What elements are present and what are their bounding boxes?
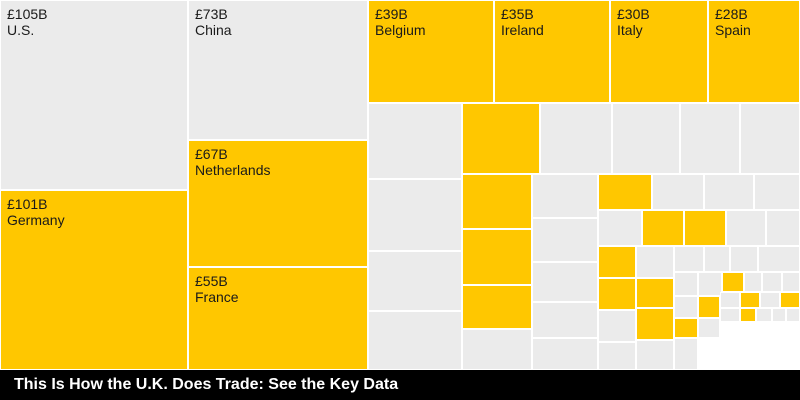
treemap-cell-minor [674, 272, 698, 296]
treemap-cell-minor [636, 308, 674, 340]
cell-country-label: China [195, 22, 232, 38]
treemap-chart: £105B U.S. £101B Germany £73B China £67B Nether… [0, 0, 800, 370]
treemap-cell-minor [684, 210, 726, 246]
treemap-cell-minor [368, 179, 462, 251]
treemap-cell-china: £73B China [188, 0, 368, 140]
treemap-cell-minor [642, 210, 684, 246]
treemap-cell-ireland: £35B Ireland [494, 0, 610, 103]
cell-value-label: £30B [617, 6, 650, 22]
treemap-cell-france: £55B France [188, 267, 368, 370]
treemap-cell-spain: £28B Spain [708, 0, 800, 103]
chart-caption: This Is How the U.K. Does Trade: See the… [0, 370, 800, 400]
treemap-cell-minor [636, 246, 674, 278]
treemap-cell-minor [598, 246, 636, 278]
treemap-cell-minor [722, 272, 744, 292]
treemap-cell-italy: £30B Italy [610, 0, 708, 103]
treemap-cell-belgium: £39B Belgium [368, 0, 494, 103]
treemap-cell-minor [462, 229, 532, 285]
treemap-cell-minor [532, 302, 598, 338]
treemap-cell-minor [740, 292, 760, 308]
treemap-cell-minor [598, 174, 652, 210]
cell-country-label: Ireland [501, 22, 544, 38]
treemap-cell-minor [782, 272, 800, 292]
treemap-cell-minor [652, 174, 704, 210]
treemap-cell-u-s: £105B U.S. [0, 0, 188, 190]
treemap-cell-minor [720, 308, 740, 322]
cell-value-label: £67B [195, 146, 228, 162]
treemap-cell-minor [540, 103, 612, 174]
treemap-cell-minor [368, 103, 462, 179]
treemap-cell-minor [698, 272, 722, 296]
treemap-cell-germany: £101B Germany [0, 190, 188, 370]
treemap-cell-minor [756, 308, 772, 322]
treemap-cell-minor [698, 318, 720, 338]
treemap-cell-minor [368, 311, 462, 370]
cell-country-label: U.S. [7, 22, 34, 38]
treemap-cell-minor [754, 174, 800, 210]
treemap-cell-minor [674, 296, 698, 318]
treemap-cell-minor [674, 246, 704, 272]
treemap-cell-minor [726, 210, 766, 246]
treemap-cell-minor [598, 342, 636, 370]
treemap-cell-netherlands: £67B Netherlands [188, 140, 368, 267]
cell-country-label: Italy [617, 22, 643, 38]
treemap-cell-minor [636, 278, 674, 308]
treemap-cell-minor [698, 296, 720, 318]
treemap-cell-minor [462, 285, 532, 329]
treemap-cell-minor [740, 103, 800, 174]
treemap-cell-minor [598, 278, 636, 310]
treemap-cell-minor [598, 210, 642, 246]
treemap-cell-minor [532, 338, 598, 370]
treemap-cell-minor [704, 174, 754, 210]
treemap-cell-minor [704, 246, 730, 272]
treemap-cell-minor [598, 310, 636, 342]
treemap-cell-minor [612, 103, 680, 174]
treemap-cell-minor [766, 210, 800, 246]
treemap-cell-minor [532, 174, 598, 218]
treemap-cell-minor [462, 103, 540, 174]
treemap-cell-minor [532, 218, 598, 262]
treemap-cell-minor [368, 251, 462, 311]
cell-value-label: £73B [195, 6, 228, 22]
treemap-cell-minor [680, 103, 740, 174]
treemap-cell-minor [740, 308, 756, 322]
cell-country-label: Belgium [375, 22, 426, 38]
treemap-cell-minor [760, 292, 780, 308]
treemap-cell-minor [758, 246, 800, 272]
cell-country-label: France [195, 289, 239, 305]
treemap-cell-minor [462, 329, 532, 370]
treemap-cell-minor [462, 174, 532, 229]
cell-value-label: £35B [501, 6, 534, 22]
treemap-cell-minor [532, 262, 598, 302]
cell-value-label: £28B [715, 6, 748, 22]
cell-value-label: £105B [7, 6, 47, 22]
treemap-cell-minor [744, 272, 762, 292]
treemap-cell-minor [730, 246, 758, 272]
treemap-cell-minor [674, 318, 698, 338]
treemap-cell-minor [762, 272, 782, 292]
cell-country-label: Germany [7, 212, 65, 228]
treemap-cell-minor [780, 292, 800, 308]
cell-country-label: Netherlands [195, 162, 271, 178]
treemap-cell-minor [674, 338, 698, 370]
treemap-cell-minor [772, 308, 786, 322]
treemap-cell-minor [786, 308, 800, 322]
cell-value-label: £55B [195, 273, 228, 289]
cell-country-label: Spain [715, 22, 751, 38]
treemap-cell-minor [636, 340, 674, 370]
treemap-cell-minor [720, 292, 740, 308]
cell-value-label: £39B [375, 6, 408, 22]
cell-value-label: £101B [7, 196, 47, 212]
